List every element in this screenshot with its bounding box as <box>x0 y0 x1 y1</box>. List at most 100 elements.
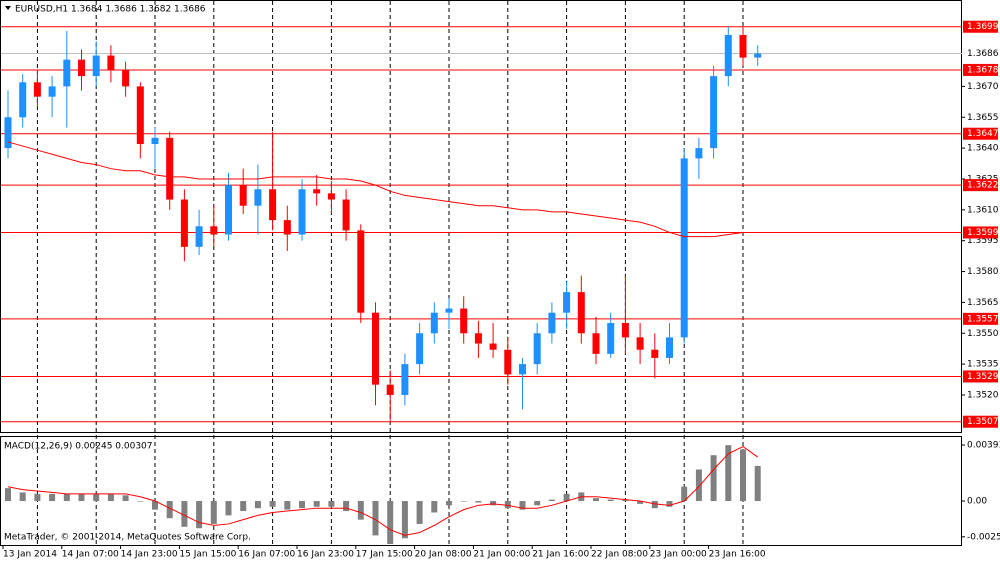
x-tick-label: 23 Jan 00:00 <box>650 550 707 560</box>
candle-body <box>533 333 541 365</box>
macd-bar <box>666 501 673 507</box>
candle-body <box>724 34 732 77</box>
macd-bar <box>460 501 467 502</box>
candle-body <box>710 76 718 149</box>
candle-body <box>342 199 350 231</box>
y-tick-label: 1.3565 <box>967 298 999 308</box>
y-tick-label: -0.0025 <box>967 532 1000 542</box>
y-tick-label: 1.3640 <box>967 144 999 154</box>
y-tick-label: 1.3580 <box>967 267 999 277</box>
macd-bar <box>607 499 614 502</box>
main-frame <box>0 0 962 433</box>
level-label-box <box>963 20 998 33</box>
x-tick-label: 23 Jan 16:00 <box>709 550 766 560</box>
level-label: 1.3557 <box>967 314 999 324</box>
candle-body <box>754 53 762 58</box>
candle-body <box>166 137 174 200</box>
candle-body <box>4 117 12 149</box>
macd-bar <box>372 501 379 536</box>
y-tick-label: 1.3655 <box>967 113 999 123</box>
candle-body <box>195 226 203 247</box>
y-tick-label: 1.3520 <box>967 390 999 400</box>
macd-bar <box>49 493 56 502</box>
macd-bar <box>681 486 688 502</box>
candle-body <box>739 34 747 58</box>
macd-bar <box>504 501 511 509</box>
candle-body <box>621 322 629 338</box>
macd-bar <box>284 501 291 510</box>
macd-bar <box>63 493 70 502</box>
candle-body <box>401 364 409 395</box>
candle-body <box>430 312 438 334</box>
macd-bar <box>225 501 232 516</box>
y-tick-label: 1.3535 <box>967 360 999 370</box>
macd-bar <box>269 501 276 507</box>
candle-body <box>33 82 41 97</box>
candle-body <box>92 55 100 77</box>
candle-body <box>563 292 571 313</box>
candle-body <box>327 193 335 200</box>
x-tick-label: 16 Jan 23:00 <box>297 550 354 560</box>
candle-body <box>636 337 644 350</box>
candle-body <box>136 86 144 144</box>
candle-body <box>63 59 71 87</box>
candle-body <box>592 333 600 354</box>
current-price-label: 1.3686 <box>967 49 999 59</box>
x-tick-label: 14 Jan 07:00 <box>62 550 119 560</box>
candle-body <box>666 337 673 358</box>
macd-bar <box>137 501 144 502</box>
macd-bar <box>534 501 541 506</box>
candle-body <box>254 189 262 206</box>
candle-body <box>210 226 218 235</box>
candle-body <box>607 322 615 354</box>
candle-body <box>283 220 291 235</box>
candle-body <box>474 333 482 344</box>
candle-body <box>548 312 556 334</box>
macd-bar <box>431 501 438 513</box>
level-label: 1.3599 <box>967 228 999 238</box>
candle-body <box>695 148 703 159</box>
level-label: 1.3622 <box>967 181 999 191</box>
x-tick-label: 21 Jan 16:00 <box>532 550 589 560</box>
macd-bar <box>328 501 335 507</box>
macd-bar <box>107 493 114 502</box>
level-label-box <box>963 127 998 140</box>
candle-body <box>577 292 585 334</box>
candle-body <box>180 199 188 247</box>
candle-body <box>680 158 688 338</box>
level-label: 1.3678 <box>967 65 999 75</box>
macd-bar <box>446 501 452 506</box>
x-tick-label: 15 Jan 15:00 <box>179 550 236 560</box>
x-tick-label: 17 Jan 15:00 <box>356 550 413 560</box>
candle-body <box>225 185 232 235</box>
level-label-box <box>963 63 998 76</box>
x-tick-label: 16 Jan 07:00 <box>238 550 295 560</box>
y-tick-label: 0.00391 <box>967 441 1000 451</box>
macd-bar <box>740 449 746 502</box>
candle-body <box>298 189 306 235</box>
candle-body <box>386 384 394 395</box>
macd-bar <box>210 501 217 524</box>
macd-bar <box>5 488 11 502</box>
level-label-box <box>963 415 998 428</box>
macd-bar <box>548 499 555 502</box>
x-tick-label: 20 Jan 08:00 <box>415 550 472 560</box>
candle-body <box>460 308 468 334</box>
x-tick-label: 21 Jan 00:00 <box>473 550 530 560</box>
y-tick-label: 1.3610 <box>967 205 999 215</box>
y-tick-label: 1.3595 <box>967 236 999 246</box>
candle-body <box>357 230 365 313</box>
macd-bar <box>754 465 761 502</box>
macd-bar <box>401 501 408 539</box>
y-tick-label: 0.00 <box>967 497 987 507</box>
macd-bar <box>299 501 305 509</box>
macd-bar <box>34 493 41 502</box>
level-label: 1.3699 <box>967 22 999 32</box>
chart-title: EURUSD,H1 1.3684 1.3686 1.3682 1.3686 <box>15 5 206 15</box>
macd-bar <box>593 498 599 502</box>
macd-bar <box>387 501 394 544</box>
candle-body <box>78 59 85 77</box>
level-label-box <box>963 312 998 325</box>
menu-arrow <box>5 6 11 10</box>
